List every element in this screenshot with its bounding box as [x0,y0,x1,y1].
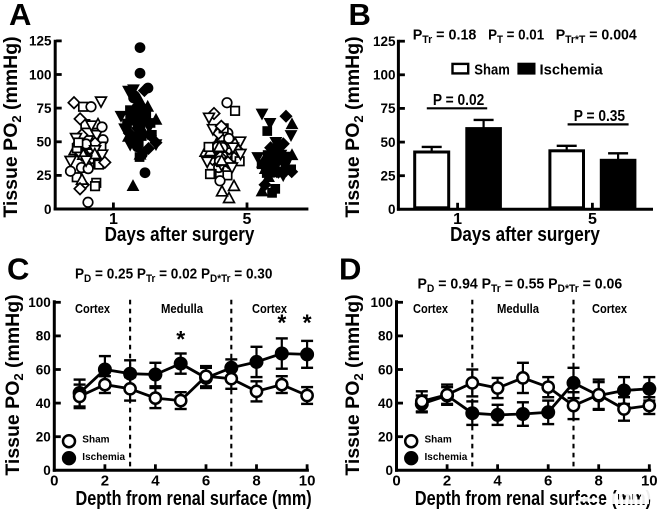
svg-text:0: 0 [385,463,393,478]
svg-text:100: 100 [370,295,393,310]
svg-text:100: 100 [29,67,52,82]
svg-text:Tissue PO2​ (mmHg): Tissue PO2​ (mmHg) [2,294,26,475]
svg-text:125: 125 [373,34,396,49]
svg-text:125: 125 [29,34,52,49]
svg-text:40: 40 [36,396,51,411]
svg-text:A: A [9,0,31,32]
svg-text:Cortex: Cortex [75,302,110,316]
svg-text:Medulla: Medulla [497,301,539,316]
svg-text:50: 50 [36,135,51,150]
svg-text:0: 0 [50,473,58,490]
svg-text:60: 60 [378,362,393,377]
svg-text:50: 50 [380,135,395,150]
svg-text:*: * [277,310,286,336]
svg-text:40: 40 [378,396,393,411]
svg-text:Depth from renal surface (mm): Depth from renal surface (mm) [76,487,312,509]
svg-text:PD​ = 0.25 PTr​ = 0.02 PD*Tr​: PD​ = 0.25 PTr​ = 0.02 PD*Tr​ = 0.30 [75,266,272,285]
svg-text:Cortex: Cortex [413,302,448,316]
svg-text:Sham: Sham [425,435,452,446]
svg-text:1: 1 [109,211,118,228]
svg-text:25: 25 [36,168,52,183]
svg-text:100: 100 [28,295,51,310]
svg-text:Tissue PO2​ (mmHg): Tissue PO2​ (mmHg) [342,36,366,217]
svg-text:0: 0 [43,463,51,478]
svg-text:PTr*T​ = 0.004: PTr*T​ = 0.004 [556,27,638,46]
svg-text:2: 2 [101,473,109,490]
svg-text:75: 75 [36,101,52,116]
svg-text:Tissue PO2​ (mmHg): Tissue PO2​ (mmHg) [0,36,24,217]
svg-text:20: 20 [36,430,51,445]
svg-text:PTr​ = 0.18: PTr​ = 0.18 [413,27,477,46]
svg-text:C: C [7,252,29,287]
svg-text:PD​ = 0.94 PTr​ = 0.55 PD*Tr: PD​ = 0.94 PTr​ = 0.55 PD*Tr​ = 0.06 [418,276,623,295]
svg-text:Cortex: Cortex [592,302,627,316]
svg-text:75: 75 [380,101,396,116]
svg-text:Ischemia: Ischemia [540,62,604,78]
svg-text:1: 1 [453,211,462,228]
svg-text:4: 4 [151,473,160,490]
svg-text:Tissue PO2​ (mmHg): Tissue PO2​ (mmHg) [342,294,366,475]
svg-text:Sham: Sham [474,60,510,77]
svg-text:0: 0 [392,473,400,490]
svg-text:8: 8 [595,473,603,490]
svg-text:6: 6 [202,473,210,490]
svg-text:5: 5 [588,211,597,228]
svg-text:P = 0.02: P = 0.02 [433,92,484,109]
svg-text:Medulla: Medulla [161,301,203,316]
svg-text:2: 2 [443,473,451,490]
svg-text:4: 4 [493,473,502,490]
svg-text:D: D [339,252,361,287]
svg-text:Cortex: Cortex [252,302,287,316]
svg-text:20: 20 [378,430,393,445]
svg-text:Days after surgery: Days after surgery [105,223,255,246]
svg-text:80: 80 [36,329,51,344]
svg-text:P = 0.35: P = 0.35 [574,108,625,125]
svg-text:Sham: Sham [82,435,109,446]
svg-text:0: 0 [388,202,396,217]
svg-text:*: * [303,310,312,336]
svg-text:Days after surgery: Days after surgery [450,223,600,246]
svg-text:0: 0 [44,202,52,217]
svg-text:Depth from renal surface (mm): Depth from renal surface (mm) [415,487,651,509]
svg-text:PT​ = 0.01: PT​ = 0.01 [488,27,544,46]
svg-text:6: 6 [544,473,552,490]
svg-text:Ischemia: Ischemia [82,452,125,463]
svg-text:60: 60 [36,362,51,377]
svg-text:10: 10 [299,473,316,490]
svg-text:100: 100 [373,68,396,83]
svg-text:*: * [176,326,185,352]
svg-text:Ischemia: Ischemia [425,452,468,463]
svg-text:8: 8 [252,473,260,490]
svg-text:80: 80 [378,329,393,344]
svg-text:B: B [349,0,371,32]
svg-text:10: 10 [641,473,658,490]
svg-text:5: 5 [243,211,252,228]
svg-text:25: 25 [380,169,396,184]
